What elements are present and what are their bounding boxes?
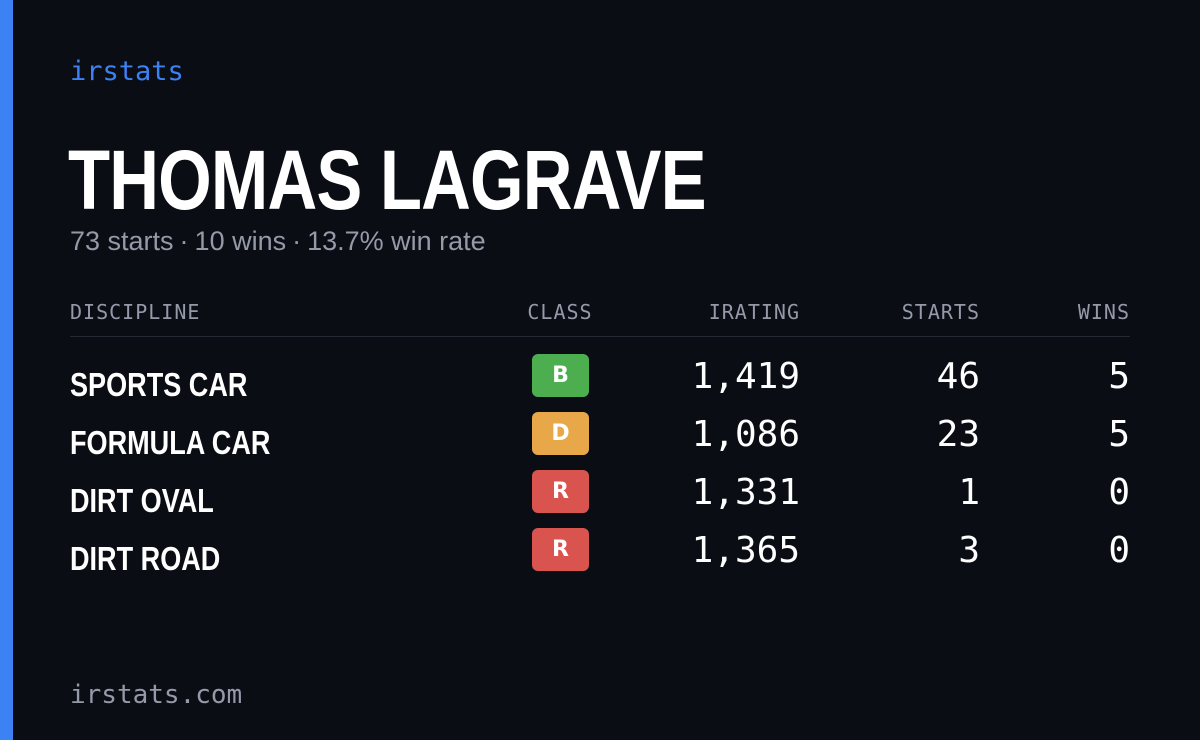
brand-logo-text: irstats	[70, 56, 184, 87]
irating-value: 1,365	[691, 530, 800, 571]
starts-value: 23	[936, 414, 980, 455]
summary-wins: 10 wins	[194, 226, 287, 256]
discipline-name: DIRT OVAL	[70, 482, 214, 519]
table-row: FORMULA CAR D 1,086 23 5	[70, 412, 1130, 470]
table-header-row: DISCIPLINE CLASS IRATING STARTS WINS	[70, 296, 1130, 337]
irating-value: 1,331	[691, 472, 800, 513]
summary-separator: ·	[179, 226, 189, 256]
table-row: SPORTS CAR B 1,419 46 5	[70, 354, 1130, 412]
header-irating: IRATING	[708, 300, 800, 324]
wins-value: 0	[1108, 472, 1130, 513]
class-badge: R	[532, 528, 589, 571]
header-wins: WINS	[1077, 300, 1130, 324]
wins-value: 5	[1108, 356, 1130, 397]
irating-value: 1,086	[691, 414, 800, 455]
class-badge: B	[532, 354, 589, 397]
starts-value: 1	[958, 472, 980, 513]
header-starts: STARTS	[901, 300, 980, 324]
accent-bar	[0, 0, 13, 740]
class-badge: R	[532, 470, 589, 513]
summary-starts: 73 starts	[70, 226, 174, 256]
discipline-name: DIRT ROAD	[70, 540, 221, 577]
summary-separator: ·	[292, 226, 302, 256]
summary-win-rate: 13.7% win rate	[307, 226, 486, 256]
starts-value: 3	[958, 530, 980, 571]
class-badge: D	[532, 412, 589, 455]
starts-value: 46	[936, 356, 980, 397]
discipline-name: FORMULA CAR	[70, 424, 271, 461]
irating-value: 1,419	[691, 356, 800, 397]
wins-value: 5	[1108, 414, 1130, 455]
discipline-stats-table: DISCIPLINE CLASS IRATING STARTS WINS SPO…	[70, 296, 1130, 577]
discipline-name: SPORTS CAR	[70, 366, 248, 403]
table-row: DIRT ROAD R 1,365 3 0	[70, 528, 1130, 586]
table-row: DIRT OVAL R 1,331 1 0	[70, 470, 1130, 528]
header-class: CLASS	[527, 300, 593, 324]
footer-site-url: irstats.com	[70, 680, 243, 710]
wins-value: 0	[1108, 530, 1130, 571]
header-discipline: DISCIPLINE	[70, 300, 201, 324]
player-name: THOMAS LAGRAVE	[68, 133, 707, 227]
player-summary: 73 starts · 10 wins · 13.7% win rate	[70, 226, 486, 257]
